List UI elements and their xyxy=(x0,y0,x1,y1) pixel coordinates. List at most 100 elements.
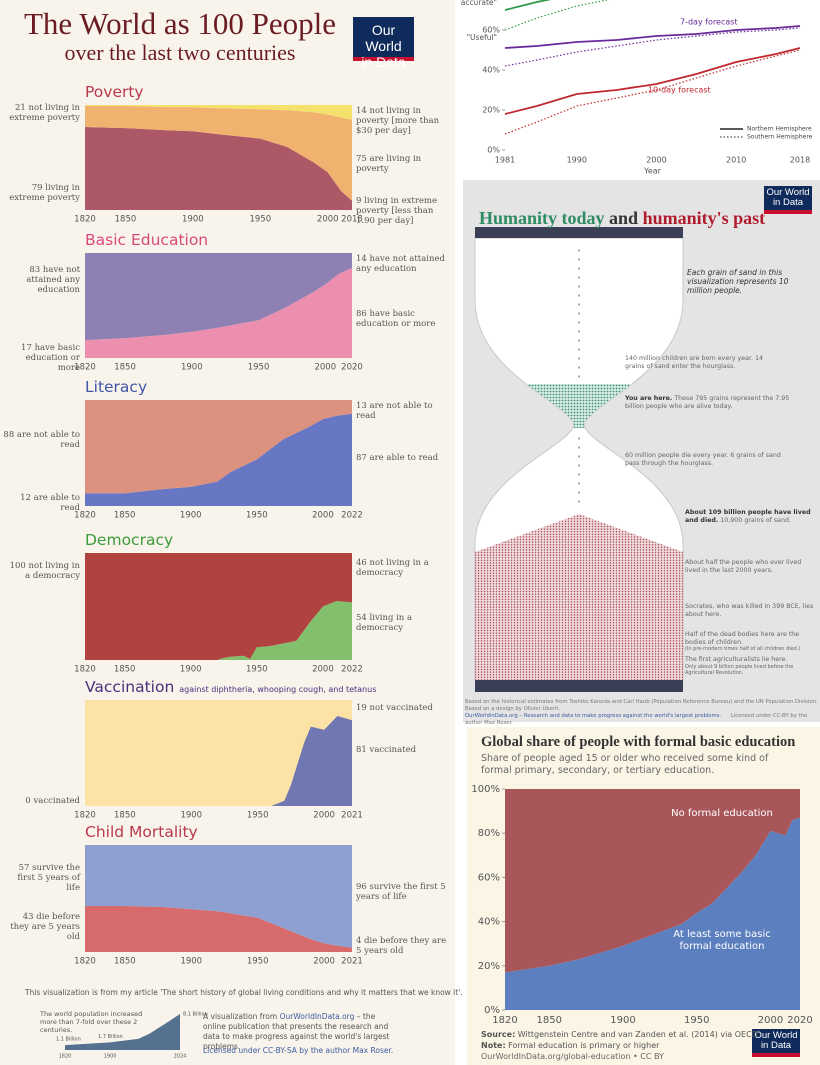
right-label: 4 die before they are 5 years old xyxy=(356,936,447,956)
x-tick-label: 2010 xyxy=(726,156,746,165)
legend-label: Southern Hemisphere xyxy=(747,134,813,141)
panel-title: Literacy xyxy=(85,378,147,396)
logo-line: in Data xyxy=(772,197,804,208)
area xyxy=(505,817,800,1010)
series-label: 7-day forecast xyxy=(680,18,738,27)
credit: Based on the historical estimates from T… xyxy=(465,699,818,712)
note-text: 10,900 grains of sand. xyxy=(718,516,791,524)
area xyxy=(85,400,352,494)
x-tick-label: 1990 xyxy=(567,156,587,165)
left-label: 17 have basic education or more xyxy=(21,343,80,373)
x-tick-label: 2000 xyxy=(314,363,336,373)
x-tick-label: 1950 xyxy=(248,363,270,373)
right-label: 14 have not attained any education xyxy=(356,254,445,274)
hourglass-cap xyxy=(475,227,683,238)
note-bold: About 109 billion people have lived and … xyxy=(685,509,811,524)
publication-note: A visualization from OurWorldInData.org … xyxy=(203,1012,398,1052)
hourglass-note: You are here. These 795 grains represent… xyxy=(625,395,795,410)
left-label: 0 vaccinated xyxy=(25,796,80,806)
source-line: Source: Wittgenstein Centre and van Zand… xyxy=(481,1030,758,1039)
left-label: 83 have not attained any education xyxy=(26,265,80,295)
x-tick-label: 1900 xyxy=(180,811,202,821)
legend-label: Northern Hemisphere xyxy=(747,126,812,133)
right-label: 14 not living in poverty [more than $30 … xyxy=(356,106,440,136)
panel-title: Basic Education xyxy=(85,231,208,249)
x-tick-label: 1820 xyxy=(74,363,96,373)
area xyxy=(85,413,352,506)
right-label: 13 are not able to read xyxy=(356,401,433,421)
area xyxy=(85,253,352,341)
x-tick-label: 1900 xyxy=(180,511,202,521)
url: OurWorldInData.org/global-education • CC… xyxy=(481,1052,664,1061)
x-tick-label: 2000 xyxy=(758,1015,783,1026)
x-tick-label: 2022 xyxy=(341,511,363,521)
x-tick-label: 1850 xyxy=(115,215,137,225)
hourglass-note: Each grain of sand in this visualization… xyxy=(687,268,812,295)
x-tick-label: 1950 xyxy=(249,215,271,225)
line xyxy=(504,0,610,31)
x-tick-label: 1850 xyxy=(114,957,136,967)
left-label: 88 are not able to read xyxy=(3,430,80,450)
x-tick-label: 1900 xyxy=(180,957,202,967)
title: Child Mortality xyxy=(85,823,198,841)
x-tick-label: 2024 xyxy=(174,1054,187,1060)
y-tick-label: 100% xyxy=(471,784,500,795)
line xyxy=(504,25,801,49)
y-tick-label: 40% xyxy=(482,66,500,75)
x-tick-label: 1900 xyxy=(104,1054,117,1060)
x-tick-label: 1850 xyxy=(114,665,136,675)
x-tick-label: 1820 xyxy=(74,811,96,821)
left-label: 43 die before they are 5 years old xyxy=(10,912,80,942)
note-bold: You are here. xyxy=(625,395,673,402)
x-tick-label: 1950 xyxy=(684,1015,709,1026)
note-small: (In pre-modern times half of all childre… xyxy=(685,646,801,652)
logo: Our World in Data xyxy=(752,1029,800,1057)
hourglass-note: The first agriculturalists lie here. Only… xyxy=(685,656,820,676)
x-tick-label: 1820 xyxy=(74,665,96,675)
credit: OurWorldinData.org – Research and data t… xyxy=(465,713,722,719)
x-tick-label: 1981 xyxy=(495,156,515,165)
title-note: against diphtheria, whooping cough, and … xyxy=(179,685,377,694)
line xyxy=(504,47,801,115)
x-tick-label: 2020 xyxy=(787,1015,812,1026)
x-tick-label: 1850 xyxy=(114,363,136,373)
chart-title: Global share of people with formal basic… xyxy=(481,734,796,750)
note-text: 140 million children are born every year… xyxy=(625,355,764,370)
x-tick-label: 2000 xyxy=(313,811,335,821)
area xyxy=(85,105,352,120)
x-axis-label: Year xyxy=(643,167,662,176)
right-label: 54 living in a democracy xyxy=(356,613,413,633)
y-tick-label: 0% xyxy=(484,1005,500,1016)
note-text: These 795 grains represent the 7.95 bill… xyxy=(625,395,790,410)
annotation: accurate" xyxy=(461,0,497,7)
logo-line: in Data xyxy=(760,1040,792,1051)
value-label: 1.7 Billion xyxy=(98,1034,123,1040)
area xyxy=(85,127,352,210)
y-tick-label: 20% xyxy=(478,961,500,972)
x-tick-label: 2018 xyxy=(341,215,363,225)
left-label: 100 not living in a democracy xyxy=(9,561,80,581)
x-tick-label: 2018 xyxy=(790,156,810,165)
panel-title: Poverty xyxy=(85,83,144,101)
hourglass-note: Socrates, who was killed in 399 BCE, lie… xyxy=(685,603,815,618)
y-tick-label: 20% xyxy=(482,106,500,115)
right-label: 86 have basic education or more xyxy=(356,309,436,329)
note-text: Each grain of sand in this visualization… xyxy=(687,268,789,295)
note-text: Half of the dead bodies here are the bod… xyxy=(685,631,800,646)
label: Note: xyxy=(481,1041,506,1050)
right-label: 96 survive the first 5 years of life xyxy=(356,882,446,902)
note-text: The first agriculturalists lie here. xyxy=(685,656,788,663)
hourglass-note: Half of the dead bodies here are the bod… xyxy=(685,631,820,652)
text: Wittgenstein Centre and van Zanden et al… xyxy=(515,1030,758,1039)
x-tick-label: 1850 xyxy=(114,811,136,821)
x-tick-label: 1820 xyxy=(59,1054,72,1060)
logo-line: in Data xyxy=(361,54,406,70)
source-line: Note: Formal education is primary or hig… xyxy=(481,1041,659,1050)
y-tick-label: 80% xyxy=(478,828,500,839)
x-tick-label: 1950 xyxy=(246,665,268,675)
chart-subtitle: Share of people aged 15 or older who rec… xyxy=(481,753,769,776)
x-tick-label: 1850 xyxy=(114,511,136,521)
logo-line: Our World xyxy=(766,187,810,198)
